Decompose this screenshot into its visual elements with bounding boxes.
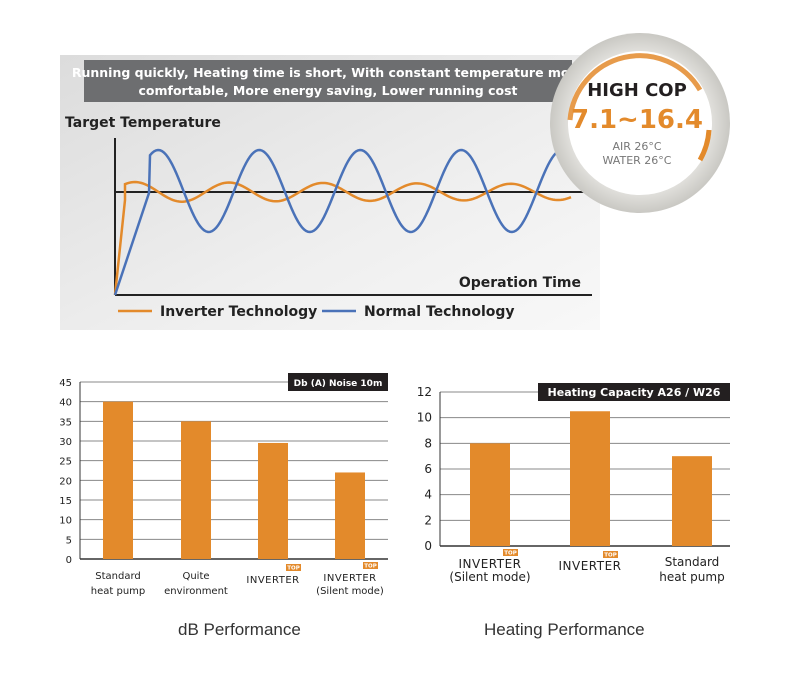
y-tick-label: 8: [424, 436, 432, 450]
y-tick-label: 0: [424, 539, 432, 553]
y-axis-label: Target Temperature: [65, 115, 221, 131]
y-tick-label: 30: [59, 437, 72, 448]
y-tick-label: 45: [59, 378, 72, 389]
x-tick-label: (Silent mode): [316, 586, 384, 597]
x-tick-label: environment: [164, 586, 228, 597]
caption-heating: Heating Performance: [484, 620, 645, 639]
banner: [84, 60, 572, 102]
x-axis-label: Operation Time: [459, 275, 581, 291]
x-tick-label: heat pump: [91, 586, 146, 597]
y-tick-label: 35: [59, 417, 72, 428]
x-tick-label: INVERTER: [246, 575, 299, 586]
cop-air: AIR 26°C: [612, 140, 661, 153]
chart-title: Db (A) Noise 10m: [294, 379, 383, 389]
bar: [570, 411, 610, 546]
y-tick-label: 5: [66, 535, 72, 546]
y-tick-label: 10: [59, 516, 72, 527]
chart-title-box: [538, 383, 730, 401]
top-tag: [503, 549, 518, 556]
y-tick-label: 6: [424, 462, 432, 476]
bar: [470, 443, 510, 546]
bar: [103, 401, 133, 559]
x-tick-label: heat pump: [659, 570, 724, 584]
x-tick-label: (Silent mode): [449, 570, 530, 584]
bar: [181, 421, 211, 559]
chart-title-box: [288, 373, 388, 391]
y-tick-label: 20: [59, 476, 72, 487]
bar: [335, 472, 365, 559]
chart-title: Heating Capacity A26 / W26: [548, 386, 721, 399]
x-tick-label: Standard: [665, 555, 720, 569]
x-tick-label: INVERTER: [558, 559, 621, 573]
legend-inverter: Inverter Technology: [160, 304, 317, 320]
banner-line1: Running quickly, Heating time is short, …: [72, 65, 584, 80]
y-tick-label: 0: [66, 555, 72, 566]
top-tag: [363, 562, 378, 569]
top-tag-label: TOP: [364, 564, 376, 570]
top-tag-label: TOP: [287, 566, 299, 572]
cop-title: HIGH COP: [587, 80, 687, 101]
y-tick-label: 10: [417, 411, 432, 425]
legend-normal: Normal Technology: [364, 304, 515, 320]
x-tick-label: Standard: [95, 571, 141, 582]
y-tick-label: 2: [424, 513, 432, 527]
banner-line2: comfortable, More energy saving, Lower r…: [138, 83, 517, 98]
top-tag: [286, 564, 301, 571]
noise-bar-chart: 0 5 10 15 20 25 30 35 40 45 Db (A) Noise 10m Standa…: [59, 373, 388, 597]
top-tag-label: TOP: [504, 551, 516, 557]
caption-db: dB Performance: [178, 620, 301, 639]
y-tick-label: 12: [417, 385, 432, 399]
y-tick-label: 4: [424, 488, 432, 502]
bar: [258, 442, 288, 559]
x-tick-label: Quite: [182, 571, 209, 582]
bar: [672, 456, 712, 546]
cop-badge: HIGH COP 7.1~16.4 AIR 26°C WATER 26°C: [550, 33, 730, 213]
y-tick-label: 15: [59, 496, 72, 507]
top-tag: [603, 551, 618, 558]
y-tick-label: 25: [59, 457, 72, 468]
cop-value: 7.1~16.4: [571, 105, 703, 135]
cop-water: WATER 26°C: [603, 154, 672, 167]
x-tick-label: INVERTER: [458, 557, 521, 571]
top-tag-label: TOP: [604, 553, 616, 559]
x-tick-label: INVERTER: [323, 573, 376, 584]
y-tick-label: 40: [59, 398, 72, 409]
inverter-series-line: [113, 180, 572, 296]
normal-series-line: [113, 148, 573, 296]
